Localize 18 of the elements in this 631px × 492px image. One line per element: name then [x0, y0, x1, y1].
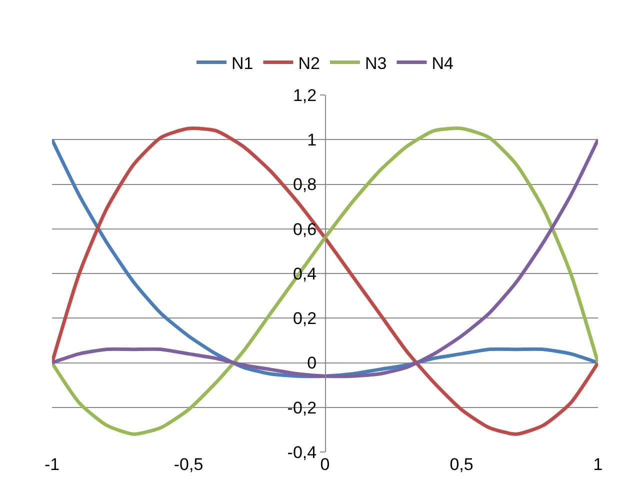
y-tick-label: 0,2 [292, 309, 317, 328]
y-tick-label: -0,4 [287, 442, 317, 462]
x-tick-label: -1 [44, 455, 60, 474]
x-tick-label: 0 [320, 455, 330, 474]
legend-label: N1 [232, 54, 254, 73]
legend-label: N3 [364, 54, 387, 73]
y-tick-label: 0 [307, 354, 317, 373]
legend-label: N2 [298, 54, 320, 73]
x-tick-label: 1 [593, 455, 603, 474]
legend-label: N4 [432, 54, 454, 73]
line-series [52, 126, 598, 436]
y-tick-label: 0,8 [292, 175, 317, 194]
y-tick-label: 0,6 [292, 220, 317, 239]
x-tick-label: 0,5 [450, 455, 474, 474]
y-tick-label: 1,2 [292, 86, 317, 105]
y-tick-label: -0,2 [287, 398, 317, 418]
x-tick-label: -0,5 [174, 455, 204, 474]
y-tick-label: 1 [307, 130, 317, 150]
